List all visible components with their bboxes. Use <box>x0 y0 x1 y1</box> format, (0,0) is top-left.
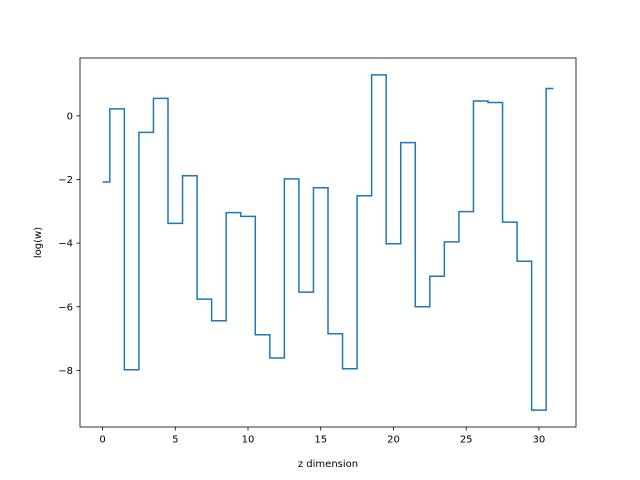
x-tick-label: 30 <box>533 435 546 446</box>
x-tick-label: 15 <box>314 435 327 446</box>
y-tick-label: −2 <box>58 175 73 186</box>
series-layer <box>102 74 554 411</box>
y-tick-label: −6 <box>58 302 73 313</box>
x-tick-label: 10 <box>242 435 255 446</box>
x-tick-label: 20 <box>387 435 400 446</box>
x-tick-label: 0 <box>99 435 105 446</box>
ticks-layer: 0 5 10 15 20 25 30 −8 −6 −4 −2 0 <box>58 111 545 445</box>
y-tick-label: 0 <box>67 111 73 122</box>
x-tick-label: 25 <box>460 435 473 446</box>
step-line-series <box>102 74 554 411</box>
y-tick-label: −4 <box>58 239 73 250</box>
y-tick-label: −8 <box>58 366 73 377</box>
plot-area-frame <box>79 57 577 428</box>
y-axis-label: log(w) <box>33 227 44 258</box>
x-tick-label: 5 <box>172 435 178 446</box>
x-axis-label: z dimension <box>298 459 358 470</box>
